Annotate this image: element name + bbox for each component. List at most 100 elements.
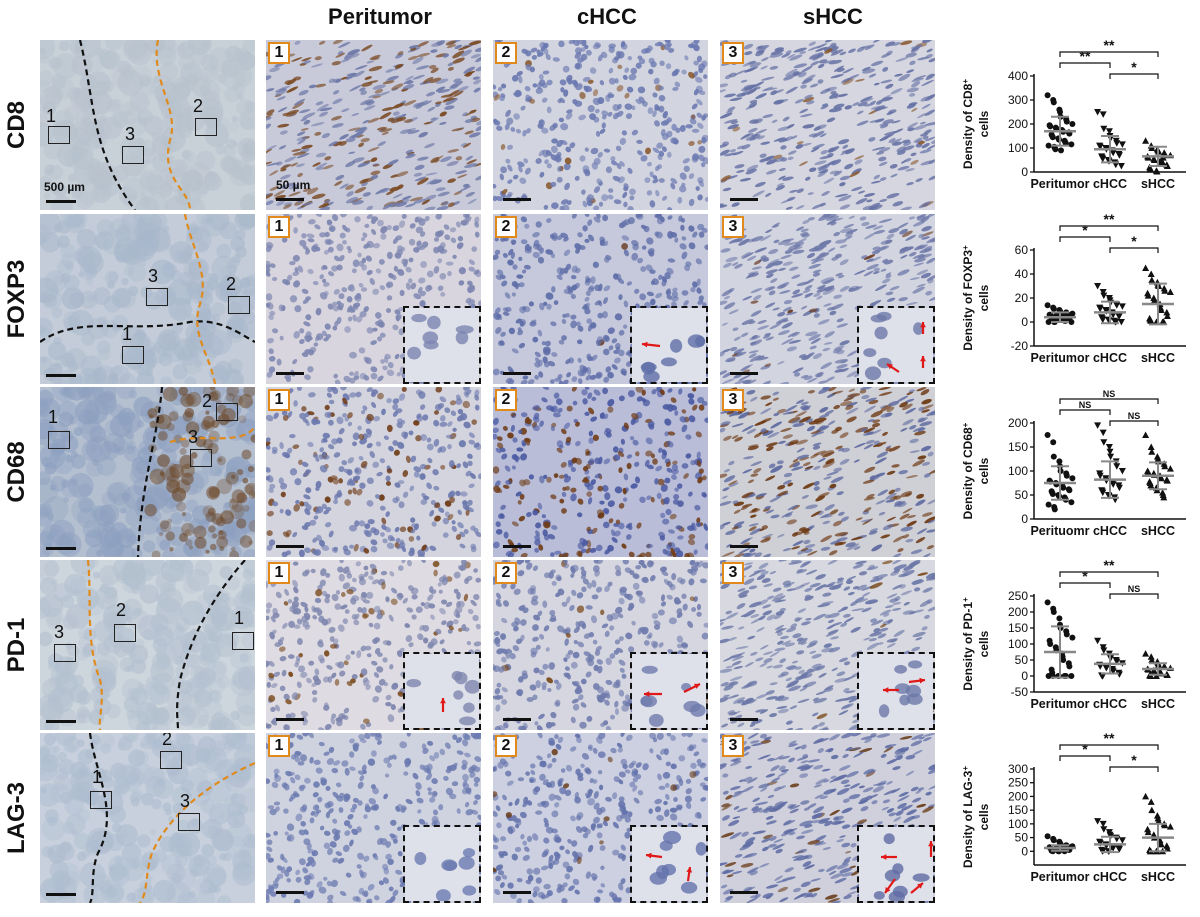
tissue-texture [493, 40, 708, 210]
significance-label: ** [1080, 48, 1091, 64]
data-point [1050, 609, 1057, 615]
data-point [1063, 472, 1070, 479]
density-chart-pd-1: Density of PD-1+ cells -50 0 50 100 150 200 250 P… [950, 556, 1200, 731]
zoom-inset [630, 825, 708, 903]
roi-box [195, 118, 217, 136]
density-chart-cd8: Density of CD8+ cells 0 100 200 300 400 Peritum… [950, 36, 1200, 211]
data-point [1117, 319, 1125, 326]
y-axis-title: Density of CD68+ [961, 422, 976, 519]
data-point [1144, 825, 1152, 833]
data-point [1099, 489, 1107, 497]
red-arrow-head [885, 887, 891, 893]
significance-bracket [1109, 593, 1159, 599]
roi-box [146, 288, 168, 306]
data-point [1118, 468, 1126, 475]
data-point [1147, 672, 1155, 679]
roi-label: 3 [125, 124, 136, 144]
zoom-inset [403, 652, 481, 730]
y-tick-label: 0 [1021, 844, 1028, 858]
roi-box [160, 751, 182, 769]
panel-number: 3 [722, 562, 744, 584]
marker-label: CD68 [3, 441, 30, 503]
data-point [1150, 156, 1158, 163]
x-category-label: cHCC [1093, 524, 1127, 538]
micrograph-shcc: 3 [720, 387, 935, 557]
data-point [1157, 306, 1165, 313]
y-tick-label: 150 [1008, 440, 1028, 454]
data-point [1096, 472, 1104, 480]
data-point [1068, 319, 1075, 325]
data-point [1099, 820, 1107, 828]
y-tick-label: 20 [1015, 291, 1029, 305]
micrograph-shcc: 3 [720, 733, 935, 903]
data-point [1142, 264, 1150, 271]
density-chart-foxp3: Density of FOXP3+ cells -20 0 20 40 60 Peritumo… [950, 210, 1200, 385]
data-point [1099, 673, 1107, 680]
data-point [1049, 134, 1056, 141]
data-point [1150, 831, 1158, 838]
data-point [1161, 287, 1169, 294]
scale-bar [730, 198, 758, 201]
data-point [1049, 491, 1056, 497]
red-arrow-head [642, 341, 648, 348]
row-label-pd-1: PD-1 [0, 560, 34, 730]
scale-bar [503, 372, 531, 375]
y-axis-title-line2: cells [977, 803, 991, 830]
data-point [1050, 99, 1057, 106]
data-point [1094, 637, 1102, 645]
red-arrow-head [920, 322, 926, 328]
data-point [1100, 439, 1108, 446]
zoom-inset [857, 306, 935, 384]
micrograph-shcc: 3 [720, 214, 935, 384]
roi-label: 1 [234, 608, 245, 628]
roi-box [114, 624, 136, 642]
data-point [1109, 668, 1117, 675]
data-point [1115, 846, 1123, 853]
lowmag-overview [40, 733, 255, 903]
data-point [1066, 487, 1073, 494]
y-axis-title-line2: cells [977, 284, 991, 311]
y-tick-label: 0 [1021, 669, 1028, 683]
column-header-chcc: cHCC [577, 4, 637, 29]
inset-image [859, 654, 933, 728]
y-axis-title-superscript: + [961, 766, 970, 771]
panel-number: 1 [268, 216, 290, 238]
significance-label: NS [1128, 411, 1141, 421]
data-point [1155, 817, 1163, 825]
data-point [1115, 484, 1123, 492]
significance-bracket [1059, 398, 1159, 404]
data-point [1100, 125, 1108, 133]
data-point [1163, 312, 1171, 319]
y-tick-label: -20 [1011, 339, 1029, 353]
significance-bracket [1059, 236, 1111, 242]
data-point [1044, 302, 1051, 309]
roi-label: 1 [48, 407, 59, 427]
y-tick-label: 300 [1008, 93, 1028, 107]
significance-label: NS [1128, 584, 1141, 594]
data-point [1109, 481, 1117, 488]
data-point [1113, 463, 1121, 470]
zoom-inset [403, 825, 481, 903]
tumor-boundary-line [176, 560, 246, 730]
scale-bar-label: 500 µm [44, 180, 85, 194]
x-category-label: sHCC [1141, 351, 1175, 365]
micrograph-shcc: 3 [720, 560, 935, 730]
significance-bracket [1059, 582, 1111, 588]
significance-label: NS [1079, 400, 1092, 410]
micrograph-chcc: 2 [493, 40, 708, 210]
y-tick-label: 250 [1008, 589, 1028, 603]
panel-number: 3 [722, 42, 744, 64]
data-point [1150, 667, 1158, 675]
significance-bracket [1059, 409, 1111, 415]
data-point [1047, 641, 1054, 647]
scale-bar [46, 374, 76, 377]
data-point [1157, 840, 1165, 848]
data-point [1142, 650, 1150, 657]
red-arrow-head [644, 691, 650, 697]
data-point [1161, 821, 1169, 829]
x-category-label: cHCC [1093, 351, 1127, 365]
panel-number: 1 [268, 42, 290, 64]
data-point [1147, 798, 1155, 805]
scale-bar [276, 545, 304, 548]
shcc-boundary-line [183, 214, 217, 384]
